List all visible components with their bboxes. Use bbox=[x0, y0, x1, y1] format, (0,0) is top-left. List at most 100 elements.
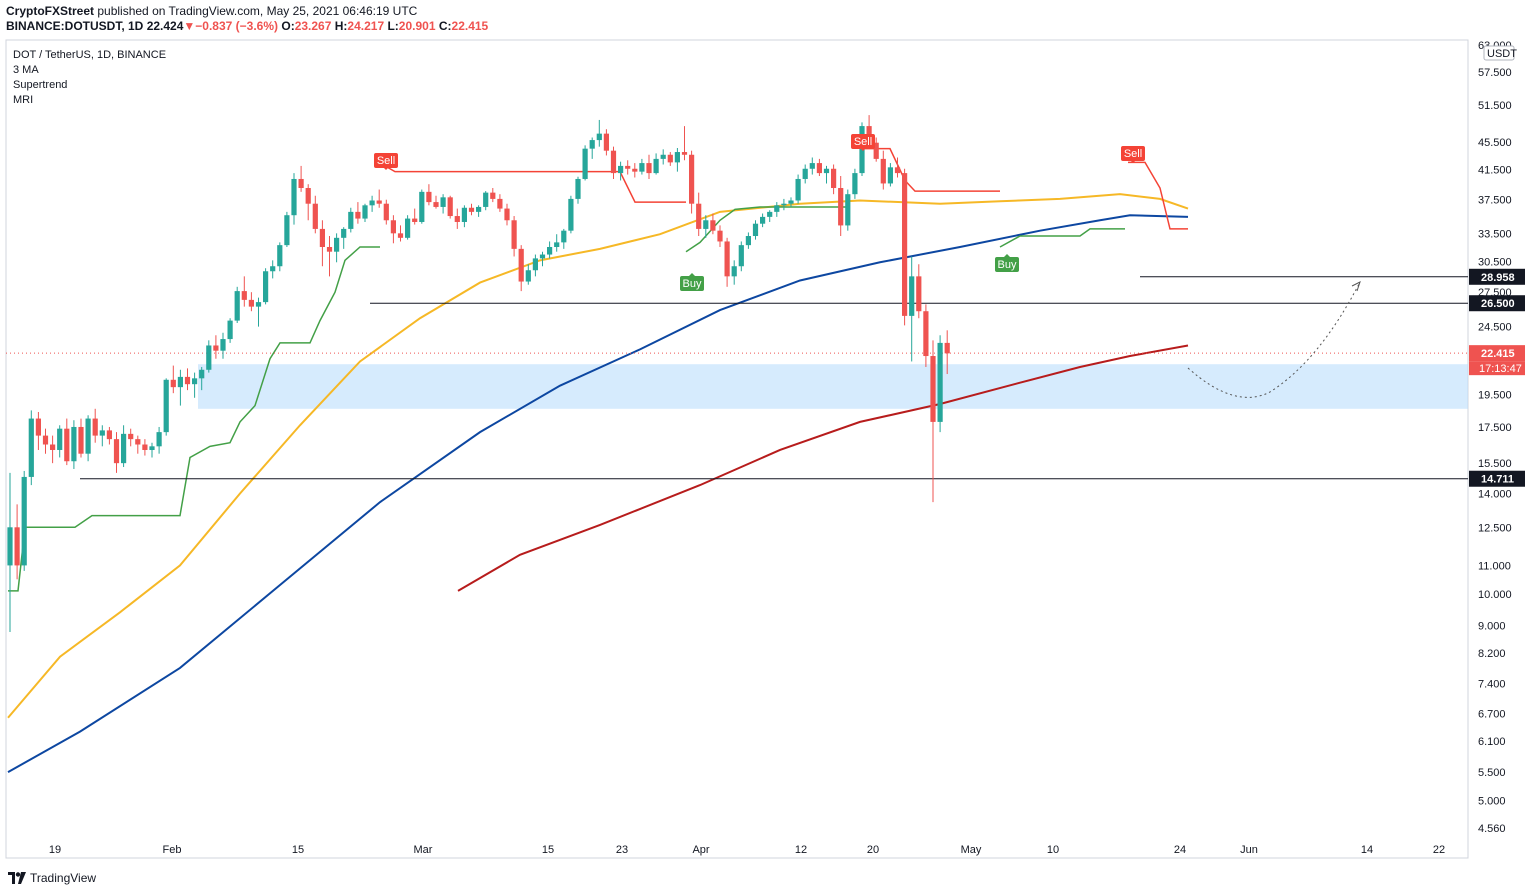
candle[interactable] bbox=[490, 188, 496, 203]
candle[interactable] bbox=[227, 318, 233, 343]
candle[interactable] bbox=[589, 137, 595, 159]
candle[interactable] bbox=[206, 340, 212, 373]
candle[interactable] bbox=[412, 208, 418, 225]
candle[interactable] bbox=[802, 164, 808, 184]
candle[interactable] bbox=[149, 442, 155, 458]
sell-signal[interactable]: Sell bbox=[851, 134, 875, 151]
candle[interactable] bbox=[255, 297, 262, 327]
buy-signal[interactable]: Buy bbox=[995, 254, 1019, 272]
candle[interactable] bbox=[760, 213, 766, 228]
candle[interactable] bbox=[930, 340, 936, 503]
candle[interactable] bbox=[192, 372, 198, 398]
demand-zone[interactable] bbox=[198, 364, 1468, 409]
candle[interactable] bbox=[887, 163, 893, 187]
candle[interactable] bbox=[57, 425, 63, 458]
candle[interactable] bbox=[390, 215, 396, 244]
candle[interactable] bbox=[468, 203, 475, 216]
supertrend-down-3[interactable] bbox=[1128, 161, 1188, 230]
candle[interactable] bbox=[85, 415, 91, 462]
candle[interactable] bbox=[603, 129, 609, 156]
candle[interactable] bbox=[369, 195, 375, 212]
candle[interactable] bbox=[632, 163, 638, 178]
candle[interactable] bbox=[447, 195, 453, 219]
candle[interactable] bbox=[575, 176, 581, 204]
candle[interactable] bbox=[873, 137, 879, 162]
candle[interactable] bbox=[21, 470, 27, 571]
sell-signal[interactable]: Sell bbox=[1121, 146, 1145, 163]
candle[interactable] bbox=[291, 173, 297, 225]
candle[interactable] bbox=[128, 428, 134, 447]
candle[interactable] bbox=[667, 152, 673, 166]
candle[interactable] bbox=[831, 164, 837, 195]
supertrend-up-1[interactable] bbox=[8, 246, 380, 592]
candle[interactable] bbox=[270, 260, 276, 279]
legend-ma[interactable]: 3 MA bbox=[13, 64, 39, 76]
candle[interactable] bbox=[170, 365, 176, 394]
candle[interactable] bbox=[50, 435, 56, 464]
candle[interactable] bbox=[7, 472, 13, 632]
candle[interactable] bbox=[681, 126, 688, 161]
candle[interactable] bbox=[518, 245, 524, 292]
candle[interactable] bbox=[539, 251, 546, 267]
candle[interactable] bbox=[277, 242, 283, 272]
supertrend-up-3[interactable] bbox=[999, 228, 1125, 248]
legend-mri[interactable]: MRI bbox=[13, 94, 33, 106]
candle[interactable] bbox=[852, 168, 858, 199]
candle[interactable] bbox=[511, 216, 517, 257]
candle[interactable] bbox=[916, 264, 922, 319]
candle[interactable] bbox=[298, 165, 304, 192]
candle[interactable] bbox=[568, 195, 574, 234]
candle[interactable] bbox=[42, 428, 49, 454]
candle[interactable] bbox=[99, 425, 105, 447]
candle[interactable] bbox=[774, 202, 780, 217]
candle[interactable] bbox=[781, 198, 787, 211]
candle[interactable] bbox=[497, 194, 503, 212]
candle[interactable] bbox=[902, 168, 908, 326]
candle[interactable] bbox=[163, 378, 169, 436]
candle[interactable] bbox=[816, 158, 822, 177]
candle[interactable] bbox=[234, 286, 240, 324]
candle[interactable] bbox=[696, 192, 702, 237]
candle[interactable] bbox=[724, 237, 730, 287]
moving-average-fast[interactable] bbox=[7, 193, 1189, 719]
candle[interactable] bbox=[738, 241, 744, 272]
candle[interactable] bbox=[618, 161, 624, 181]
candle[interactable] bbox=[554, 234, 560, 252]
candle[interactable] bbox=[660, 149, 666, 165]
candle[interactable] bbox=[476, 205, 482, 217]
candle[interactable] bbox=[305, 184, 311, 221]
candle[interactable] bbox=[646, 154, 652, 179]
candle[interactable] bbox=[113, 432, 120, 473]
candle[interactable] bbox=[674, 147, 680, 172]
candle[interactable] bbox=[121, 425, 127, 468]
candle[interactable] bbox=[845, 189, 851, 231]
candle[interactable] bbox=[788, 197, 794, 207]
candle[interactable] bbox=[823, 165, 830, 184]
candle[interactable] bbox=[397, 225, 404, 242]
candle[interactable] bbox=[35, 412, 41, 450]
candle[interactable] bbox=[944, 330, 950, 375]
candle[interactable] bbox=[14, 504, 20, 580]
candle[interactable] bbox=[483, 191, 489, 211]
candle[interactable] bbox=[561, 228, 567, 249]
candle[interactable] bbox=[610, 146, 617, 179]
candle[interactable] bbox=[582, 145, 588, 181]
candle[interactable] bbox=[177, 369, 183, 406]
candle[interactable] bbox=[923, 304, 929, 367]
candle[interactable] bbox=[504, 203, 510, 226]
candle[interactable] bbox=[156, 426, 162, 454]
footer-brand[interactable]: TradingView bbox=[8, 871, 96, 885]
candle[interactable] bbox=[547, 241, 553, 259]
candle[interactable] bbox=[454, 208, 460, 229]
candle[interactable] bbox=[142, 439, 148, 456]
candle[interactable] bbox=[348, 207, 354, 233]
candle[interactable] bbox=[419, 189, 425, 224]
candle[interactable] bbox=[461, 205, 467, 228]
candle[interactable] bbox=[106, 426, 112, 445]
candle[interactable] bbox=[532, 254, 538, 277]
candle[interactable] bbox=[894, 157, 901, 178]
moving-average-mid[interactable] bbox=[7, 214, 1189, 773]
candle[interactable] bbox=[319, 220, 325, 267]
candle[interactable] bbox=[596, 119, 602, 147]
